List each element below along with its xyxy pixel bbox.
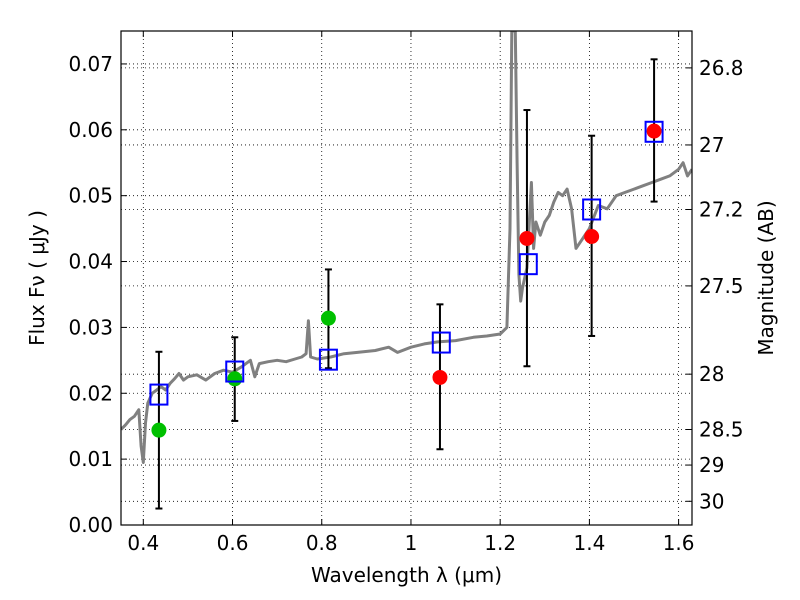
y-tick-label: 0.05 bbox=[68, 184, 113, 208]
right-axis-label: Magnitude (AB) bbox=[754, 200, 778, 355]
x-tick-label: 1 bbox=[405, 531, 418, 555]
x-tick-label: 0.8 bbox=[306, 531, 338, 555]
y-tick-label: 0.03 bbox=[68, 315, 113, 339]
spectrum-series bbox=[121, 31, 692, 464]
right-tick-label: 29 bbox=[699, 453, 724, 477]
x-tick-label: 0.4 bbox=[127, 531, 159, 555]
right-tick-label: 27.2 bbox=[699, 197, 744, 221]
right-tick-label: 28 bbox=[699, 362, 724, 386]
model-square-marker bbox=[318, 348, 338, 371]
model-square-marker bbox=[431, 331, 451, 354]
spectrum-line bbox=[121, 31, 692, 464]
model-squares bbox=[149, 120, 664, 406]
y-tick-label: 0.06 bbox=[68, 118, 113, 142]
x-tick-label: 1.2 bbox=[484, 531, 516, 555]
x-tick-label: 1.4 bbox=[573, 531, 605, 555]
model-square-marker bbox=[644, 120, 664, 143]
x-tick-label: 1.6 bbox=[663, 531, 695, 555]
green-data-point bbox=[227, 371, 243, 387]
axis-ticks: 0.4 0.6 0.8 1 1.2 1.4 1.6 0.00 0.01 0.02 0.03 0.04 0… bbox=[68, 31, 744, 555]
model-square-marker bbox=[225, 360, 245, 383]
right-tick-label: 27 bbox=[699, 133, 724, 157]
plot-frame bbox=[120, 30, 693, 526]
green-data-point bbox=[151, 422, 167, 438]
right-tick-label: 30 bbox=[699, 489, 724, 513]
right-tick-label: 26.8 bbox=[699, 56, 744, 80]
red-data-point bbox=[584, 229, 600, 245]
red-data-point bbox=[432, 369, 448, 385]
model-square-marker bbox=[149, 383, 169, 406]
right-tick-label: 27.5 bbox=[699, 274, 744, 298]
x-axis-label: Wavelength λ (μm) bbox=[311, 563, 502, 587]
y-tick-label: 0.00 bbox=[68, 513, 113, 537]
model-square-marker bbox=[582, 198, 602, 221]
y-tick-label: 0.04 bbox=[68, 250, 113, 274]
model-square-marker bbox=[518, 253, 538, 276]
red-data-point bbox=[519, 230, 535, 246]
red-data-point bbox=[646, 123, 662, 139]
y-tick-label: 0.07 bbox=[68, 52, 113, 76]
green-data-point bbox=[320, 310, 336, 326]
data-points bbox=[151, 123, 662, 438]
right-tick-label: 28.5 bbox=[699, 417, 744, 441]
errorbars bbox=[155, 58, 658, 510]
y-tick-label: 0.02 bbox=[68, 381, 113, 405]
y-tick-label: 0.01 bbox=[68, 447, 113, 471]
x-tick-label: 0.6 bbox=[217, 531, 249, 555]
y-axis-label: Flux Fν ( μJy ) bbox=[25, 210, 49, 346]
gridlines bbox=[121, 31, 692, 526]
